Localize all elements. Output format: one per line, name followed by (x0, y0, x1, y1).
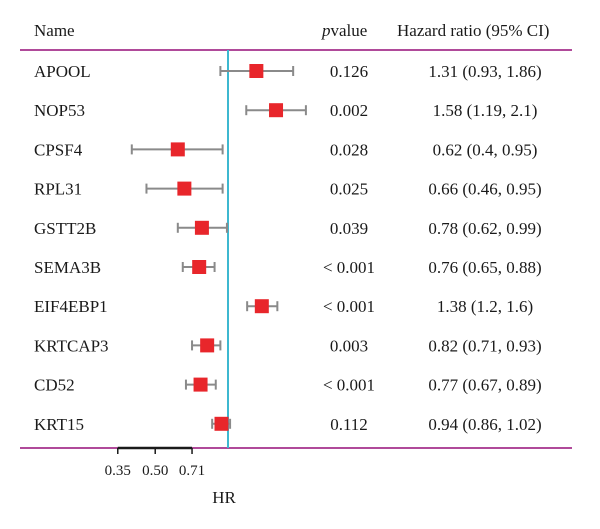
row-name: EIF4EBP1 (34, 297, 108, 316)
hr-marker (200, 338, 215, 353)
row-hazard-ratio: 1.31 (0.93, 1.86) (428, 62, 541, 81)
row-pvalue: 0.002 (330, 101, 368, 120)
x-tick-label: 0.50 (142, 463, 168, 479)
row-hazard-ratio: 0.77 (0.67, 0.89) (428, 376, 541, 395)
row-pvalue: < 0.001 (323, 376, 375, 395)
forest-row: KRTCAP3 0.003 0.82 (0.71, 0.93) (34, 336, 542, 355)
rows-layer: APOOL 0.126 1.31 (0.93, 1.86) NOP53 0.002 1.5… (34, 62, 542, 434)
hr-marker (254, 299, 269, 314)
forest-row: NOP53 0.002 1.58 (1.19, 2.1) (34, 101, 537, 120)
forest-row: SEMA3B < 0.001 0.76 (0.65, 0.88) (34, 258, 542, 277)
header-pvalue-p: p (321, 21, 331, 40)
row-hazard-ratio: 1.38 (1.2, 1.6) (437, 297, 533, 316)
forest-row: RPL31 0.025 0.66 (0.46, 0.95) (34, 180, 542, 199)
row-pvalue: 0.025 (330, 180, 368, 199)
row-hazard-ratio: 0.62 (0.4, 0.95) (433, 140, 538, 159)
hr-marker (192, 260, 207, 274)
row-hazard-ratio: 0.78 (0.62, 0.99) (428, 219, 541, 238)
header-hazard-ratio: Hazard ratio (95% CI) (397, 21, 549, 40)
row-pvalue: 0.003 (330, 336, 368, 355)
row-name: GSTT2B (34, 219, 96, 238)
row-name: CD52 (34, 376, 75, 395)
x-tick-label: 0.71 (179, 463, 205, 479)
row-pvalue: 0.126 (330, 62, 368, 81)
hr-marker (249, 64, 264, 78)
header-pvalue-rest: value (331, 21, 368, 40)
row-name: APOOL (34, 62, 91, 81)
row-name: RPL31 (34, 180, 82, 199)
row-hazard-ratio: 1.58 (1.19, 2.1) (433, 101, 538, 120)
hr-marker (177, 181, 192, 196)
hr-marker (214, 416, 229, 431)
row-pvalue: < 0.001 (323, 297, 375, 316)
row-pvalue: 0.039 (330, 219, 368, 238)
hr-marker (269, 103, 284, 118)
hr-marker (193, 377, 208, 392)
hr-marker (170, 142, 185, 157)
row-name: NOP53 (34, 101, 85, 120)
forest-row: APOOL 0.126 1.31 (0.93, 1.86) (34, 62, 542, 81)
forest-row: CD52 < 0.001 0.77 (0.67, 0.89) (34, 376, 542, 395)
row-pvalue: 0.028 (330, 140, 368, 159)
row-name: CPSF4 (34, 140, 83, 159)
hr-marker (194, 220, 209, 235)
row-pvalue: 0.112 (330, 415, 368, 434)
row-name: KRTCAP3 (34, 336, 109, 355)
row-pvalue: < 0.001 (323, 258, 375, 277)
header-name: Name (34, 21, 75, 40)
row-name: KRT15 (34, 415, 84, 434)
row-name: SEMA3B (34, 258, 101, 277)
x-axis: 0.35 0.50 0.71 (105, 446, 205, 479)
row-hazard-ratio: 0.82 (0.71, 0.93) (428, 336, 541, 355)
forest-row: CPSF4 0.028 0.62 (0.4, 0.95) (34, 140, 537, 159)
x-tick-label: 0.35 (105, 463, 131, 479)
header-pvalue: pvalue (321, 21, 367, 40)
x-axis-label: HR (212, 488, 236, 507)
row-hazard-ratio: 0.94 (0.86, 1.02) (428, 415, 541, 434)
forest-row: GSTT2B 0.039 0.78 (0.62, 0.99) (34, 219, 542, 238)
row-hazard-ratio: 0.76 (0.65, 0.88) (428, 258, 541, 277)
forest-row: KRT15 0.112 0.94 (0.86, 1.02) (34, 415, 542, 434)
forest-row: EIF4EBP1 < 0.001 1.38 (1.2, 1.6) (34, 297, 533, 316)
row-hazard-ratio: 0.66 (0.46, 0.95) (428, 180, 541, 199)
